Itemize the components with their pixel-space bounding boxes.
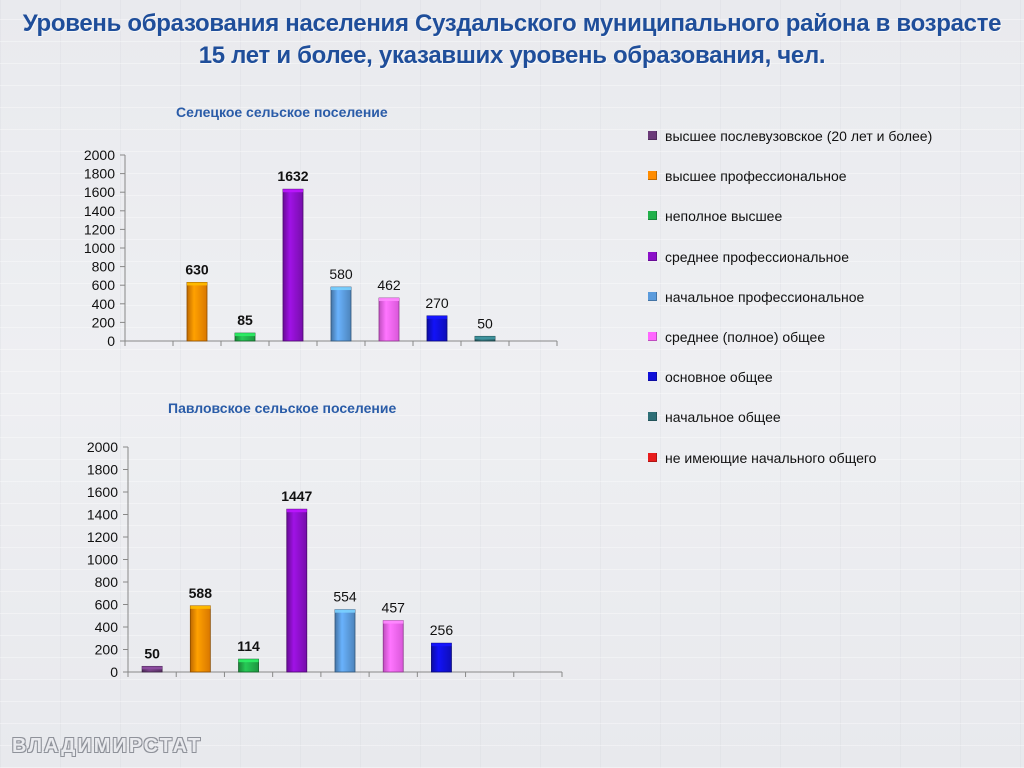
data-label: 457 [382, 600, 406, 616]
bar [186, 282, 208, 342]
legend-swatch [648, 131, 657, 140]
bar-cap [286, 509, 307, 513]
y-tick-label: 400 [92, 296, 116, 312]
legend-label: основное общее [665, 369, 773, 386]
y-tick-label: 1200 [87, 529, 118, 545]
bar-cap [238, 659, 259, 663]
data-label: 1447 [281, 488, 312, 504]
legend-label: высшее профессиональное [665, 168, 847, 185]
data-label: 462 [377, 277, 401, 293]
y-tick-label: 0 [110, 664, 118, 680]
bar-cap [431, 643, 452, 647]
legend-label: среднее профессиональное [665, 248, 849, 265]
bar-cap [187, 282, 207, 286]
y-tick-label: 800 [95, 574, 119, 590]
bar [378, 297, 400, 342]
y-tick-label: 1800 [87, 462, 118, 478]
y-tick-label: 200 [95, 642, 119, 658]
legend-swatch [648, 251, 657, 261]
bar-cap [379, 298, 399, 302]
data-label: 588 [189, 585, 213, 601]
y-tick-label: 2000 [84, 147, 115, 163]
bar [426, 315, 448, 342]
bar-cap [142, 666, 163, 670]
data-label: 1632 [277, 168, 308, 184]
bar [334, 609, 356, 673]
bar-cap [331, 287, 351, 291]
bar [382, 620, 404, 673]
legend-swatch [648, 211, 657, 221]
y-tick-label: 2000 [87, 439, 118, 455]
legend-item: начальное профессиональное [648, 287, 1018, 327]
legend-swatch [648, 372, 657, 382]
data-label: 85 [237, 312, 253, 328]
bar-cap [283, 189, 303, 193]
y-tick-label: 600 [95, 597, 119, 613]
legend-label: неполное высшее [665, 208, 783, 225]
legend-swatch [648, 291, 657, 301]
chart-title-pavlovskoe: Павловское сельское поселение [168, 400, 397, 416]
bar-cap [335, 609, 355, 613]
legend-swatch [648, 412, 657, 422]
page-title: Уровень образования населения Суздальско… [22, 10, 1002, 69]
data-label: 50 [477, 315, 493, 331]
y-tick-label: 1400 [87, 507, 118, 523]
data-label: 630 [185, 261, 209, 277]
y-tick-label: 1000 [84, 240, 115, 256]
legend-swatch [648, 171, 657, 181]
bar [282, 188, 304, 342]
legend-item: не имеющие начального общего [648, 448, 1018, 488]
chart-title-seletskoe: Селецкое сельское поселение [176, 104, 388, 120]
y-tick-label: 1600 [84, 184, 115, 200]
legend-item: основное общее [648, 367, 1018, 407]
legend-label: начальное профессиональное [665, 288, 865, 305]
bar [431, 642, 452, 673]
y-tick-label: 1800 [84, 166, 115, 182]
y-tick-label: 400 [95, 619, 119, 635]
y-tick-label: 600 [92, 277, 116, 293]
legend-label: не имеющие начального общего [665, 449, 877, 466]
bar-cap [475, 336, 495, 340]
bar [286, 508, 308, 673]
y-tick-label: 800 [92, 259, 116, 275]
data-label: 50 [144, 645, 160, 661]
chart-1: 0 200 400 600 800 1000 1200 1400 1600 1800 2000 50 5… [87, 439, 563, 680]
legend-item: начальное общее [648, 407, 1018, 447]
bar [330, 286, 352, 342]
legend-swatch [648, 452, 657, 462]
data-label: 256 [430, 622, 454, 638]
y-tick-label: 0 [107, 333, 115, 349]
data-label: 114 [237, 638, 260, 654]
legend-item: неполное высшее [648, 206, 1018, 246]
legend-swatch [648, 331, 657, 341]
legend-label: высшее послевузовское (20 лет и более) [665, 128, 933, 144]
y-tick-label: 200 [92, 314, 116, 330]
bar-cap [383, 620, 404, 624]
bar [189, 605, 211, 673]
brand-logo: ВЛАДИМИРСТАТ [12, 735, 203, 757]
chart-0: 0 200 400 600 800 1000 1200 1400 1600 1800 2000 630… [84, 147, 558, 349]
legend-label: среднее (полное) общее [665, 328, 826, 345]
legend-item: высшее послевузовское (20 лет и более) [648, 126, 1018, 166]
data-label: 580 [329, 266, 353, 282]
legend-label: начальное общее [665, 409, 781, 426]
y-tick-label: 1600 [87, 484, 118, 500]
legend: высшее послевузовское (20 лет и более) вы… [648, 126, 1018, 488]
data-label: 554 [333, 589, 357, 605]
legend-item: среднее (полное) общее [648, 327, 1018, 367]
y-tick-label: 1400 [84, 203, 115, 219]
legend-item: среднее профессиональное [648, 247, 1018, 287]
data-label: 270 [425, 295, 449, 311]
legend-item: высшее профессиональное [648, 166, 1018, 206]
y-tick-label: 1200 [84, 221, 115, 237]
bar-cap [427, 315, 447, 319]
bar-cap [190, 605, 211, 609]
bar-cap [235, 333, 255, 337]
y-tick-label: 1000 [87, 552, 118, 568]
